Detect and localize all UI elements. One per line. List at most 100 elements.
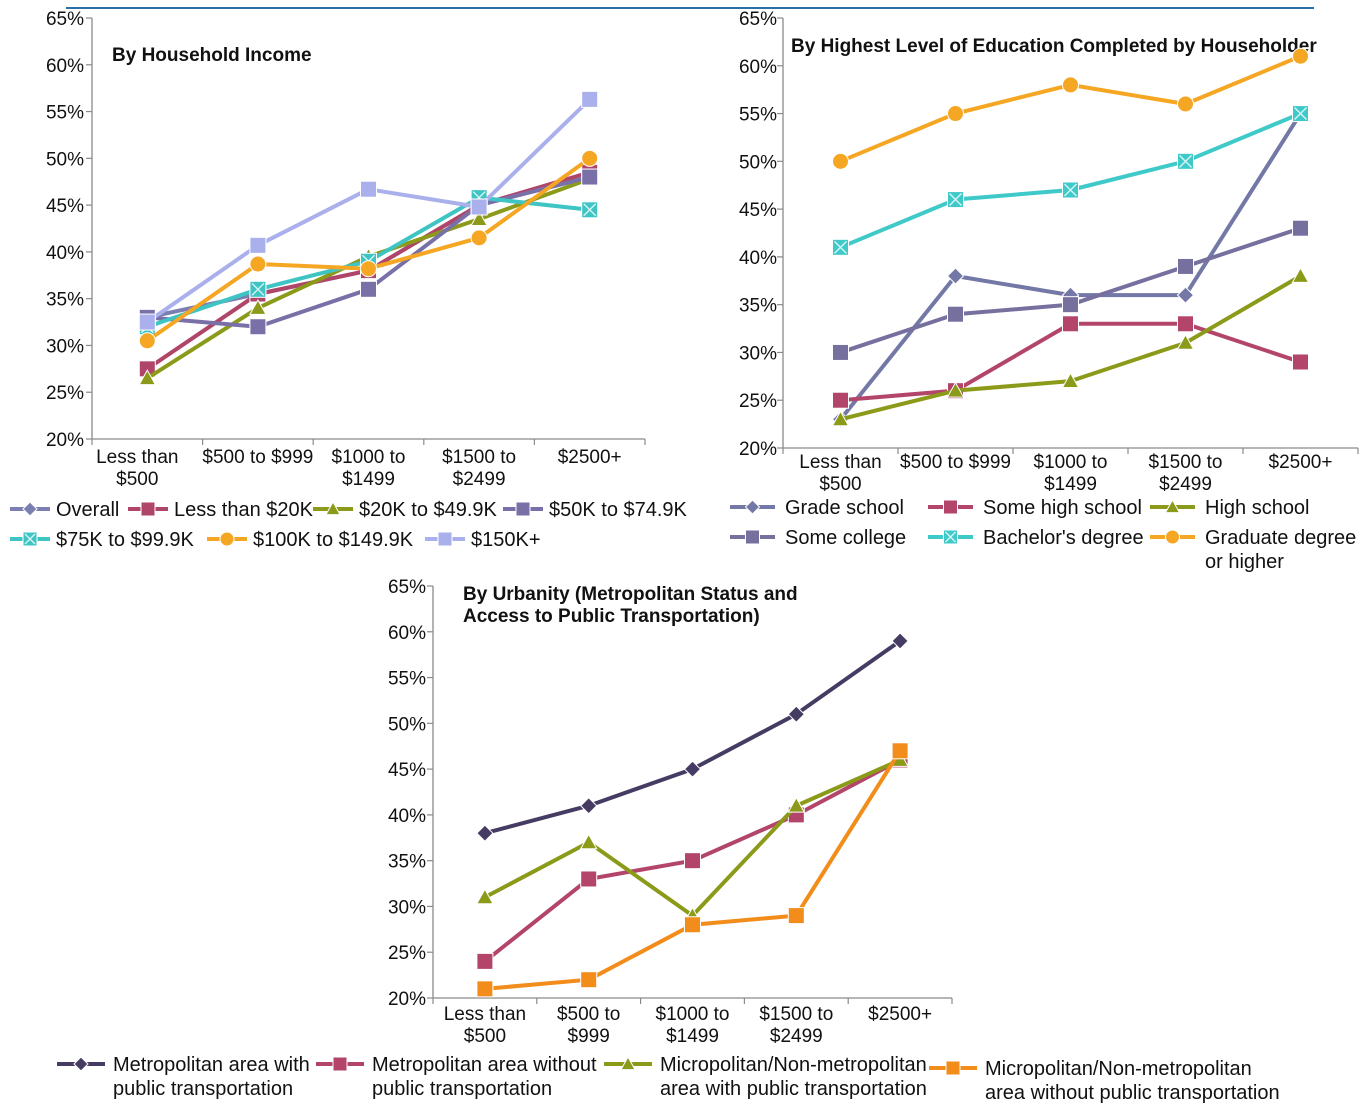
data-point [1292, 105, 1309, 123]
legend-label: Micropolitan/Non-metropolitan area withou… [985, 1058, 1280, 1103]
data-point [684, 852, 701, 870]
data-point [1176, 286, 1195, 304]
y-tick-label: 55% [46, 103, 84, 124]
data-point [891, 632, 909, 650]
y-tick-label: 45% [739, 200, 777, 221]
chart-1: 20% 25% 30% 35% 40% 45% 50% 55% 60% 65% Less than $… [10, 9, 688, 551]
data-point [581, 149, 599, 167]
data-point [1177, 257, 1194, 275]
data-point [581, 168, 599, 186]
legend-label: Bachelor's degree [983, 527, 1144, 549]
data-point [249, 318, 267, 336]
legend-swatch-marker [22, 501, 38, 517]
data-point [832, 152, 849, 170]
data-point [1292, 353, 1309, 371]
data-point [1062, 296, 1079, 314]
y-tick-label: 50% [388, 714, 426, 735]
y-tick-label: 65% [46, 9, 84, 30]
data-point [476, 980, 494, 998]
y-tick-label: 65% [388, 577, 426, 598]
chart-3: 20% 25% 30% 35% 40% 45% 50% 55% 60% 65% Less than $… [57, 577, 1280, 1103]
data-point [1177, 152, 1194, 170]
data-point [832, 238, 849, 256]
x-tick-label: $1000 to $1499 [1034, 452, 1108, 495]
data-point [249, 280, 267, 298]
x-tick-label: $1000 to $1499 [332, 447, 406, 490]
y-tick-label: 30% [388, 897, 426, 918]
series-line [839, 54, 1302, 164]
legend-label: Metropolitan area with public transportat… [113, 1054, 310, 1100]
data-point [947, 305, 964, 323]
data-point [581, 201, 599, 219]
legend-swatch-marker [943, 499, 958, 515]
x-tick-label: Less than $500 [96, 447, 178, 490]
data-point [580, 971, 598, 989]
legend-item: $50K to $74.9K [503, 499, 688, 521]
data-point [476, 824, 494, 842]
chart-2: 20% 25% 30% 35% 40% 45% 50% 55% 60% 65% Less than $… [730, 9, 1359, 573]
legend-label: Grade school [785, 497, 904, 519]
legend-item: High school [1150, 497, 1310, 519]
y-tick-label: 25% [388, 943, 426, 964]
legend-item: Grade school [730, 497, 904, 519]
data-point [787, 796, 806, 813]
data-point [138, 313, 156, 331]
chart-title: By Urbanity (Metropolitan Status and Acce… [463, 584, 798, 627]
data-point [249, 298, 267, 315]
legend-swatch-marker [945, 1060, 961, 1076]
data-point [138, 369, 157, 386]
data-point [1176, 333, 1195, 350]
x-tick-label: $1500 to $2499 [442, 447, 516, 490]
y-tick-label: 60% [46, 56, 84, 77]
legend: Grade school Some high school High school S… [730, 497, 1356, 573]
legend-item: $20K to $49.9K [313, 499, 498, 521]
data-point [249, 255, 267, 273]
legend-label: Some college [785, 527, 906, 549]
data-point [1291, 266, 1310, 283]
data-point [683, 760, 702, 778]
data-point [831, 410, 850, 427]
legend-swatch-marker [745, 529, 760, 545]
legend-label: Metropolitan area without public transpor… [372, 1054, 597, 1100]
legend-label: Some high school [983, 497, 1142, 519]
data-point [470, 229, 488, 247]
y-tick-label: 25% [739, 391, 777, 412]
y-tick-label: 35% [46, 290, 84, 311]
data-point [787, 907, 805, 925]
legend-item: Some college [730, 527, 906, 549]
legend-label: $75K to $99.9K [56, 529, 195, 551]
data-point [138, 332, 156, 350]
legend-item: Metropolitan area without public transpor… [316, 1054, 597, 1100]
data-point [360, 180, 377, 198]
series-some-college [832, 219, 1309, 361]
data-point [832, 391, 849, 409]
data-point [946, 267, 965, 285]
legend-swatch-marker [332, 1056, 348, 1072]
y-tick-label: 45% [388, 760, 426, 781]
chart-title: By Household Income [112, 45, 312, 66]
y-tick-label: 35% [739, 296, 777, 317]
data-point [1292, 47, 1309, 65]
x-tick-label: $2500+ [1269, 452, 1333, 473]
y-tick-label: 40% [388, 806, 426, 827]
x-tick-label: $500 to $999 [900, 452, 1011, 473]
data-point [947, 105, 964, 123]
series-line [484, 639, 902, 836]
legend-label: Micropolitan/Non-metropolitan area with p… [660, 1054, 927, 1100]
y-tick-label: 60% [388, 623, 426, 644]
legend-swatch-marker [437, 531, 453, 547]
data-point [684, 916, 701, 934]
data-point [470, 210, 488, 227]
legend-label: $100K to $149.9K [253, 529, 414, 551]
x-tick-label: Less than $500 [444, 1004, 526, 1047]
y-tick-label: 25% [46, 383, 84, 404]
data-point [1062, 76, 1079, 94]
y-tick-label: 55% [739, 105, 777, 126]
x-tick-label: $2500+ [558, 447, 622, 468]
series-150k [138, 90, 599, 331]
legend-swatch-marker [943, 529, 958, 545]
legend: Metropolitan area with public transportat… [57, 1054, 1280, 1103]
data-point [579, 797, 598, 815]
data-point [1177, 315, 1194, 333]
